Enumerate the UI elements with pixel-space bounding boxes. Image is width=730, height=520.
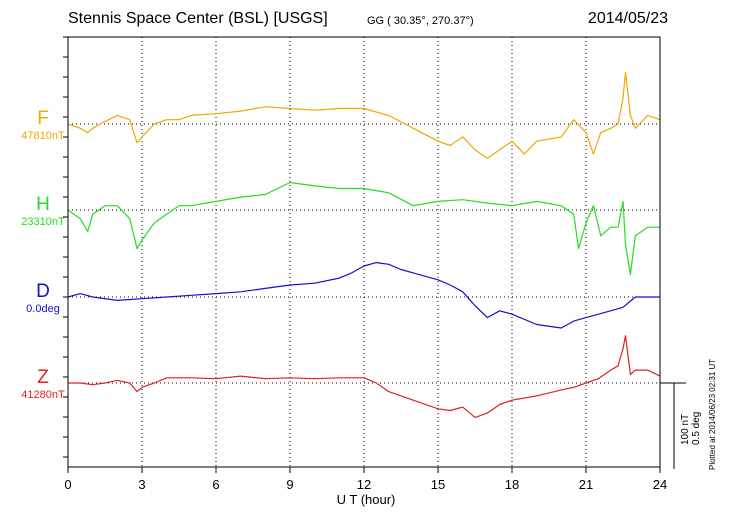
plotted-timestamp: Plotted at 2014/06/23 02:31 UT	[708, 358, 717, 470]
x-tick-label: 21	[579, 477, 593, 492]
x-tick-label: 6	[212, 477, 219, 492]
x-axis-ticks: 0 3 6 9 12 15 18 21 24	[63, 36, 667, 492]
x-tick-label: 24	[653, 477, 667, 492]
series-letter: Z	[37, 367, 49, 388]
series-baseline-value: 23310nT	[21, 216, 65, 228]
series-line-d	[67, 262, 660, 329]
series-label-z: Z 41280nT	[8, 367, 78, 401]
series-label-d: D 0.0deg	[8, 281, 78, 315]
series-label-h: H 23310nT	[8, 194, 78, 228]
x-tick-label: 18	[505, 477, 519, 492]
baseline-guides	[68, 123, 660, 384]
x-axis-label: U T (hour)	[337, 492, 396, 507]
station-title: Stennis Space Center (BSL) [USGS]	[68, 10, 328, 27]
station-coords: GG ( 30.35°, 270.37°)	[367, 15, 474, 27]
series-baseline-value: 0.0deg	[26, 303, 60, 315]
series-letter: F	[37, 108, 49, 129]
series-letter: H	[36, 194, 50, 215]
series-baseline-value: 41280nT	[21, 389, 65, 401]
scale-bar	[660, 382, 686, 469]
scale-deg-label: 0.5 deg	[691, 411, 702, 445]
series-letter: D	[36, 281, 50, 302]
x-tick-label: 9	[286, 477, 293, 492]
date-label: 2014/05/23	[587, 10, 668, 27]
series-line-h	[67, 181, 660, 276]
x-tick-label: 0	[64, 477, 71, 492]
scale-nt-label: 100 nT	[680, 413, 691, 445]
x-tick-label: 15	[431, 477, 445, 492]
x-tick-label: 12	[357, 477, 371, 492]
series-line-z	[68, 335, 661, 418]
series-traces	[67, 71, 661, 418]
grid-lines	[141, 37, 587, 467]
series-label-f: F 47810nT	[8, 108, 78, 142]
series-baseline-value: 47810nT	[21, 130, 65, 142]
x-tick-label: 3	[138, 477, 145, 492]
series-line-f	[67, 71, 661, 159]
